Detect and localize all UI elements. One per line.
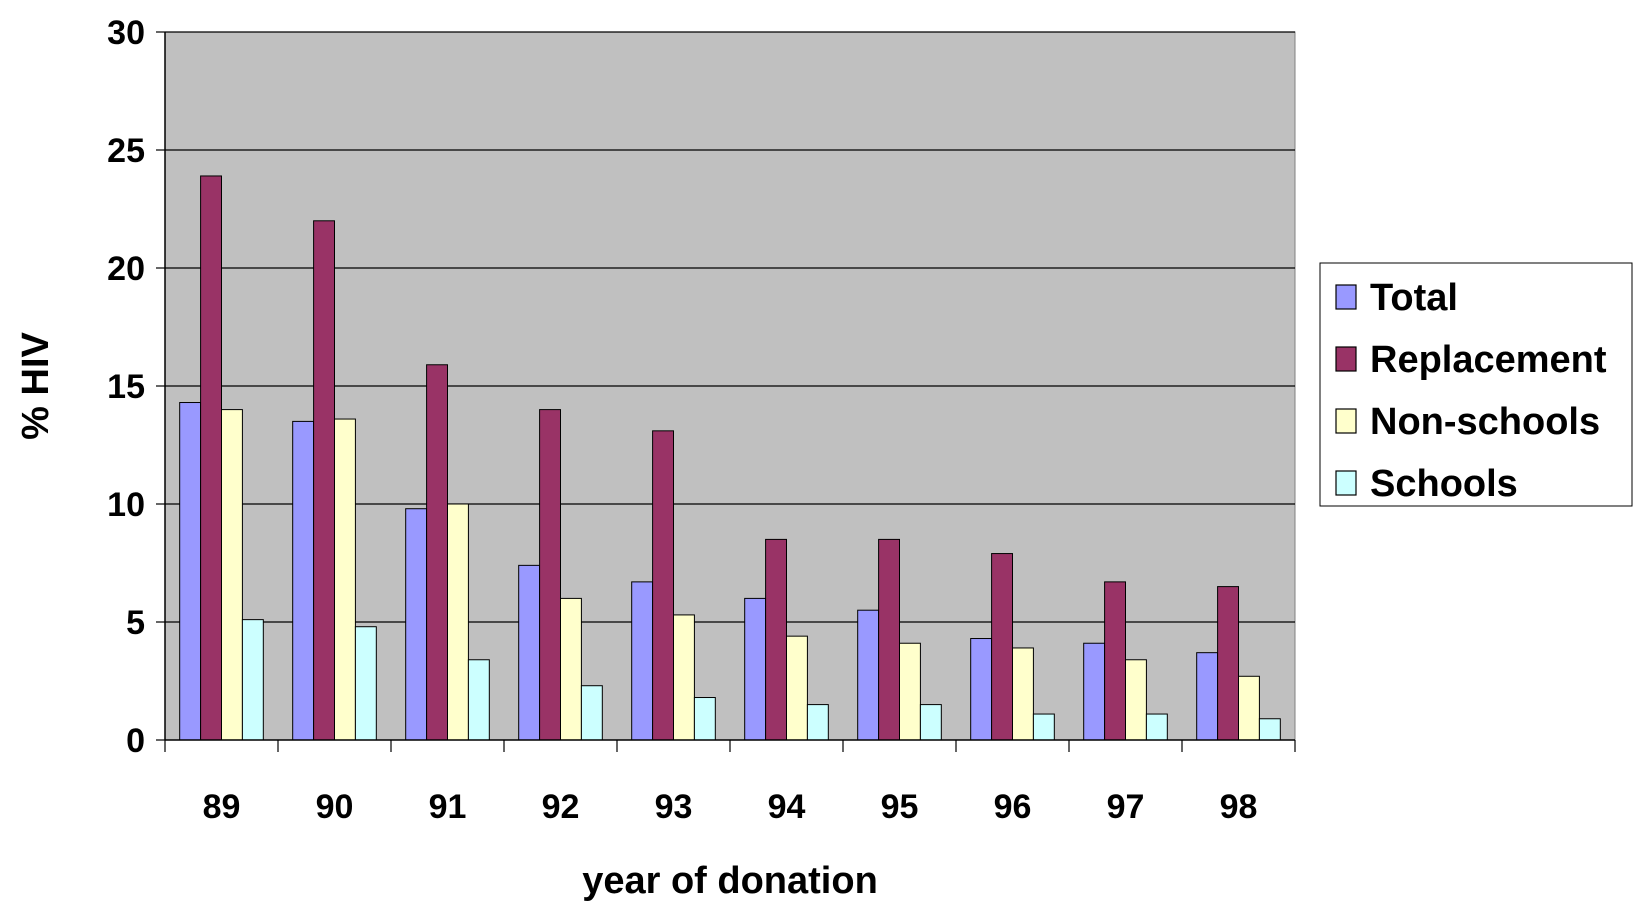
bar-replacement xyxy=(426,364,449,741)
bar-schools xyxy=(693,697,716,741)
y-tick-label: 15 xyxy=(107,368,145,406)
y-tick-labels: 0 5 10 15 20 25 30 xyxy=(107,14,145,760)
y-tick-label: 20 xyxy=(107,250,145,288)
bar-schools xyxy=(467,659,490,741)
y-tick-label: 25 xyxy=(107,132,145,170)
bar-total xyxy=(744,597,767,741)
bar-replacement xyxy=(878,538,900,741)
bar-non-schools xyxy=(1238,675,1260,741)
bar-schools xyxy=(919,704,942,741)
bar-non-schools xyxy=(1125,659,1147,741)
bar-replacement xyxy=(200,175,223,741)
x-tick-labels: 89 90 91 92 93 94 95 96 97 98 xyxy=(203,788,1258,826)
axes xyxy=(156,31,1296,752)
legend-label: Schools xyxy=(1370,463,1518,505)
bar-non-schools xyxy=(786,635,808,741)
y-axis-title: % HIV xyxy=(15,332,57,440)
bars xyxy=(179,175,1281,741)
bar-total xyxy=(1083,642,1106,741)
x-tick-label: 97 xyxy=(1107,788,1145,826)
bar-non-schools xyxy=(673,614,695,741)
bar-replacement xyxy=(313,220,336,741)
x-tick-label: 90 xyxy=(316,788,354,826)
legend-label: Total xyxy=(1370,277,1458,319)
bar-replacement xyxy=(652,430,674,741)
bar-replacement xyxy=(539,409,561,741)
x-tick-label: 96 xyxy=(994,788,1032,826)
legend-swatch xyxy=(1335,284,1357,310)
bar-replacement xyxy=(765,538,787,741)
bar-non-schools xyxy=(1012,647,1034,741)
bar-total xyxy=(405,508,428,741)
bar-non-schools xyxy=(899,642,921,741)
bar-replacement xyxy=(991,553,1013,741)
x-tick-label: 95 xyxy=(881,788,919,826)
legend-swatch xyxy=(1335,346,1357,372)
legend-box xyxy=(1319,262,1633,507)
y-tick-label: 5 xyxy=(126,604,145,642)
legend: Total Replacement Non-schools Schools xyxy=(1319,262,1633,507)
legend-label: Replacement xyxy=(1370,339,1607,381)
legend-swatch xyxy=(1335,470,1357,496)
bar-total xyxy=(1196,652,1219,741)
x-axis-title: year of donation xyxy=(582,860,878,902)
y-tick-label: 10 xyxy=(107,486,145,524)
bar-non-schools xyxy=(447,503,469,741)
bar-total xyxy=(857,609,880,741)
x-tick-label: 93 xyxy=(655,788,693,826)
x-tick-label: 91 xyxy=(429,788,467,826)
bar-total xyxy=(631,581,654,741)
x-tick-label: 89 xyxy=(203,788,241,826)
legend-swatch xyxy=(1335,408,1357,434)
bar-non-schools xyxy=(334,418,356,741)
bar-total xyxy=(518,564,541,741)
y-tick-label: 0 xyxy=(126,722,145,760)
x-tick-label: 94 xyxy=(768,788,806,826)
bar-schools xyxy=(1258,718,1281,741)
bar-non-schools xyxy=(560,597,582,741)
bar-schools xyxy=(580,685,603,741)
bar-schools xyxy=(241,619,264,741)
bar-schools xyxy=(354,626,377,741)
bar-schools xyxy=(1145,713,1168,741)
legend-label: Non-schools xyxy=(1370,401,1600,443)
x-tick-label: 98 xyxy=(1220,788,1258,826)
y-tick-label: 30 xyxy=(107,14,145,52)
bar-total xyxy=(970,638,993,741)
bar-total xyxy=(179,402,202,741)
bar-replacement xyxy=(1104,581,1126,741)
bar-total xyxy=(292,420,315,741)
x-tick-label: 92 xyxy=(542,788,580,826)
bar-schools xyxy=(806,704,829,741)
bar-schools xyxy=(1032,713,1055,741)
bar-non-schools xyxy=(221,409,243,741)
bar-replacement xyxy=(1217,586,1239,741)
